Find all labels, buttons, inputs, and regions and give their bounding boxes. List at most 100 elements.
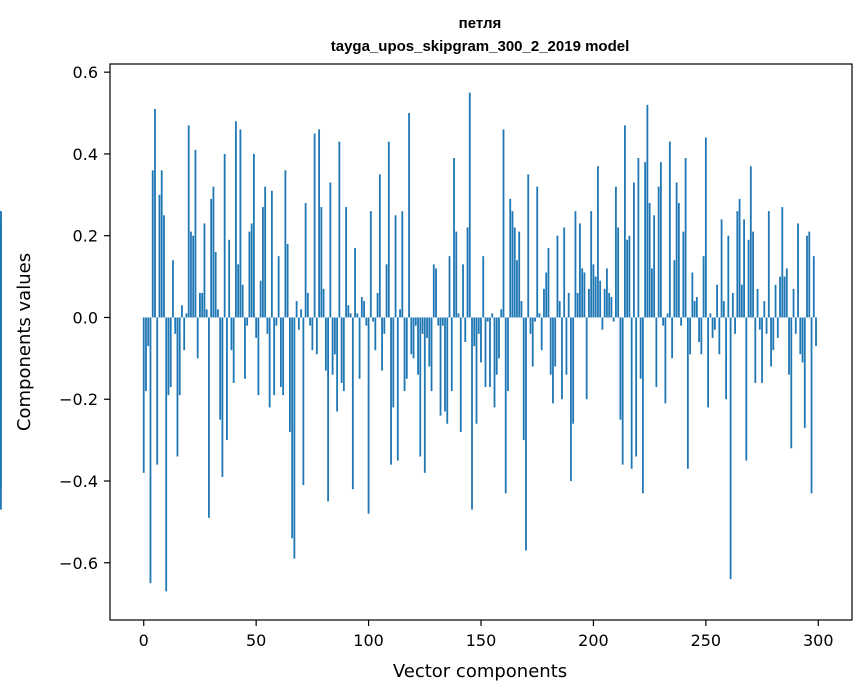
bar-component-27 bbox=[203, 223, 206, 318]
bar-component-7 bbox=[158, 194, 161, 318]
bar-component-100 bbox=[367, 317, 370, 514]
bar-component-undefined bbox=[0, 211, 2, 318]
bar-component-101 bbox=[369, 211, 372, 318]
bar-component-260 bbox=[727, 235, 730, 318]
bar-component-76 bbox=[313, 133, 316, 318]
bar-component-273 bbox=[756, 288, 759, 318]
bar-component-246 bbox=[695, 297, 698, 318]
bar-component-165 bbox=[513, 227, 516, 318]
bar-component-19 bbox=[185, 313, 188, 318]
bar-component-181 bbox=[549, 317, 552, 375]
bar-component-219 bbox=[635, 317, 638, 457]
bar-component-218 bbox=[633, 182, 635, 318]
bar-component-48 bbox=[250, 223, 253, 318]
bar-component-244 bbox=[691, 272, 694, 318]
bar-component-13 bbox=[172, 260, 174, 318]
bar-component-164 bbox=[511, 211, 514, 318]
bar-component-291 bbox=[797, 223, 799, 318]
bar-component-61 bbox=[279, 317, 282, 387]
bar-component-162 bbox=[507, 317, 509, 392]
bar-component-36 bbox=[223, 153, 226, 318]
x-tick-label: 50 bbox=[246, 631, 266, 650]
bar-component-6 bbox=[156, 317, 159, 465]
bar-component-67 bbox=[293, 317, 296, 559]
bars-group bbox=[0, 92, 817, 592]
bar-component-113 bbox=[396, 317, 399, 461]
bar-component-282 bbox=[776, 317, 779, 338]
bar-component-31 bbox=[212, 186, 215, 318]
bar-component-176 bbox=[538, 313, 541, 318]
bar-component-105 bbox=[378, 174, 381, 318]
bar-component-115 bbox=[401, 211, 404, 318]
bar-component-209 bbox=[612, 317, 615, 322]
bar-component-84 bbox=[331, 317, 334, 375]
bar-component-222 bbox=[641, 317, 644, 494]
bar-component-241 bbox=[684, 158, 687, 318]
bar-component-232 bbox=[664, 317, 667, 404]
bar-component-212 bbox=[619, 317, 622, 420]
bar-component-193 bbox=[576, 292, 579, 318]
bar-component-208 bbox=[610, 297, 613, 318]
bar-component-159 bbox=[500, 309, 503, 318]
bar-component-114 bbox=[399, 309, 401, 318]
bar-component-247 bbox=[698, 317, 700, 342]
bar-component-53 bbox=[262, 207, 264, 318]
bar-component-287 bbox=[788, 317, 790, 375]
bar-component-65 bbox=[288, 317, 291, 432]
y-tick-label: −0.4 bbox=[59, 472, 98, 491]
bar-component-252 bbox=[709, 313, 712, 318]
bar-component-18 bbox=[183, 317, 186, 351]
bar-component-206 bbox=[606, 268, 608, 318]
bar-component-71 bbox=[302, 317, 305, 486]
bar-component-131 bbox=[437, 317, 440, 326]
bar-component-186 bbox=[561, 317, 563, 400]
bar-component-261 bbox=[729, 317, 732, 580]
bar-component-57 bbox=[270, 190, 273, 318]
bar-component-173 bbox=[531, 317, 534, 367]
bar-component-17 bbox=[181, 305, 183, 318]
bar-component-207 bbox=[608, 292, 611, 318]
bar-component-8 bbox=[160, 170, 163, 318]
x-tick-label: 300 bbox=[803, 631, 834, 650]
bar-component-128 bbox=[430, 317, 433, 392]
bar-component-66 bbox=[291, 317, 294, 539]
bar-component-263 bbox=[734, 317, 736, 334]
bar-component-123 bbox=[419, 317, 422, 457]
bar-component-39 bbox=[230, 317, 233, 351]
bar-component-264 bbox=[736, 211, 739, 318]
bar-component-278 bbox=[767, 211, 770, 318]
bar-component-89 bbox=[342, 317, 345, 392]
bar-component-237 bbox=[675, 182, 678, 318]
bar-component-126 bbox=[426, 317, 428, 338]
bar-component-78 bbox=[318, 129, 321, 318]
bar-component-191 bbox=[572, 317, 575, 424]
bar-component-196 bbox=[583, 272, 586, 318]
bar-component-120 bbox=[412, 317, 415, 359]
bar-component-199 bbox=[590, 211, 593, 318]
bar-component-10 bbox=[165, 317, 168, 592]
bar-component-178 bbox=[543, 288, 545, 318]
bar-component-223 bbox=[644, 162, 647, 318]
bar-component-95 bbox=[356, 313, 359, 318]
bar-component-134 bbox=[444, 317, 446, 412]
bar-component-35 bbox=[221, 317, 224, 477]
bar-component-158 bbox=[498, 317, 500, 359]
y-tick-label: −0.2 bbox=[59, 390, 98, 409]
bar-component-41 bbox=[235, 121, 237, 318]
bar-component-248 bbox=[700, 317, 703, 355]
bar-component-221 bbox=[639, 317, 642, 379]
bar-component-133 bbox=[441, 317, 444, 326]
bar-component-166 bbox=[516, 260, 518, 318]
bar-component-251 bbox=[707, 317, 709, 408]
bar-component-288 bbox=[790, 317, 793, 449]
bar-component-292 bbox=[799, 317, 802, 355]
bar-component-68 bbox=[295, 301, 298, 318]
bar-component-274 bbox=[758, 317, 761, 330]
bar-component-182 bbox=[552, 317, 554, 404]
bar-component-14 bbox=[174, 317, 177, 334]
bar-component-122 bbox=[417, 317, 419, 375]
bar-component-200 bbox=[592, 264, 595, 318]
bar-component-109 bbox=[387, 141, 390, 318]
bar-component-150 bbox=[480, 317, 482, 363]
